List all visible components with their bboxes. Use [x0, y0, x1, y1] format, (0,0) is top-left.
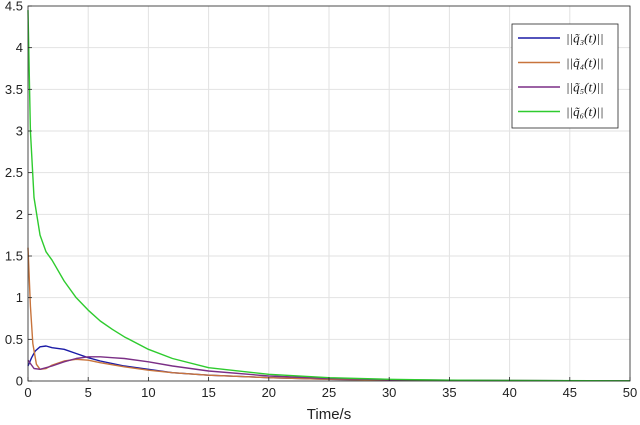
y-tick-label: 0.5 [5, 332, 23, 347]
y-tick-label: 0 [16, 374, 23, 389]
y-tick-label: 3.5 [5, 82, 23, 97]
x-axis-label: Time/s [307, 406, 351, 423]
x-tick-label: 25 [322, 385, 336, 400]
y-axis-ticks: 0 0.5 1 1.5 2 2.5 3 3.5 4 4.5 [5, 0, 32, 389]
x-axis-ticks: 0 5 10 15 20 25 30 35 40 45 50 [24, 377, 637, 400]
x-tick-label: 20 [262, 385, 276, 400]
y-tick-label: 1.5 [5, 249, 23, 264]
legend-label-1: ||q̃₃(t)|| [566, 31, 604, 46]
y-tick-label: 3 [16, 124, 23, 139]
legend: ||q̃₃(t)|| ||q̃₄(t)|| ||q̃₅(t)|| ||q̃₆(t)|| [511, 23, 619, 129]
series-line-3 [27, 356, 631, 382]
x-tick-label: 10 [141, 385, 155, 400]
legend-label-2: ||q̃₄(t)|| [566, 55, 604, 70]
x-tick-label: 35 [442, 385, 456, 400]
legend-label-3: ||q̃₅(t)|| [566, 80, 604, 95]
y-tick-label: 4.5 [5, 0, 23, 14]
legend-label-4: ||q̃₆(t)|| [566, 104, 604, 119]
series-line-4 [27, 10, 631, 382]
y-tick-label: 1 [16, 290, 23, 305]
x-tick-label: 5 [85, 385, 92, 400]
series-line-2 [27, 247, 631, 382]
x-tick-label: 50 [623, 385, 637, 400]
legend-box [511, 23, 619, 129]
x-tick-label: 15 [201, 385, 215, 400]
x-tick-label: 30 [382, 385, 396, 400]
x-tick-label: 40 [502, 385, 516, 400]
x-tick-label: 0 [24, 385, 31, 400]
x-tick-label: 45 [563, 385, 577, 400]
y-tick-label: 2.5 [5, 165, 23, 180]
y-tick-label: 4 [16, 40, 23, 55]
y-tick-label: 2 [16, 207, 23, 222]
